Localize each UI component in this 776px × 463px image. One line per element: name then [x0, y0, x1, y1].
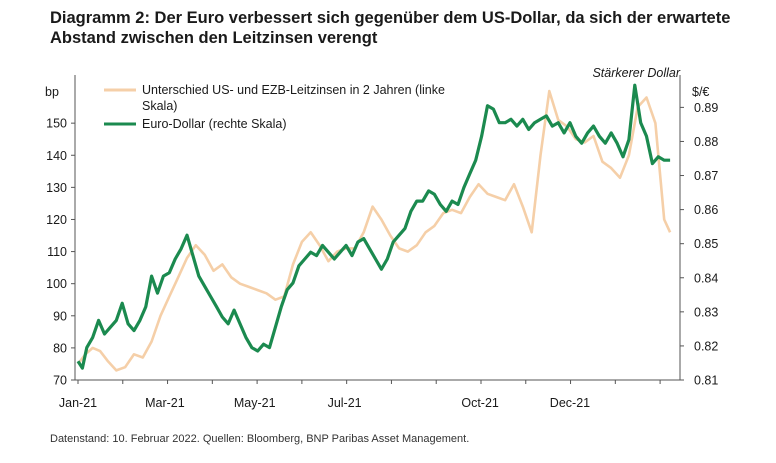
- left-tick-label: 150: [46, 117, 67, 131]
- annotation-staerkerer-dollar: Stärkerer Dollar: [592, 66, 680, 80]
- eurusd-line: [76, 83, 671, 370]
- x-tick-label: Jan-21: [59, 396, 97, 410]
- right-tick-label: 0.84: [694, 271, 718, 285]
- legend-label-rate-spread: Unterschied US- und EZB-Leitzinsen in 2 …: [142, 83, 445, 97]
- left-axis-unit-label: bp: [45, 85, 59, 99]
- left-tick-label: 80: [53, 341, 67, 355]
- x-tick-label: Jul-21: [328, 396, 362, 410]
- x-tick-label: Oct-21: [461, 396, 499, 410]
- left-tick-label: 120: [46, 213, 67, 227]
- right-tick-label: 0.85: [694, 237, 718, 251]
- right-tick-label: 0.89: [694, 101, 718, 115]
- left-tick-label: 90: [53, 309, 67, 323]
- x-tick-label: Dec-21: [550, 396, 590, 410]
- x-tick-label: Mar-21: [145, 396, 185, 410]
- legend-label-eurusd: Euro-Dollar (rechte Skala): [142, 117, 287, 131]
- right-axis-unit-label: $/€: [692, 85, 709, 99]
- right-tick-label: 0.81: [694, 374, 718, 388]
- right-tick-label: 0.86: [694, 203, 718, 217]
- legend-label-rate-spread-cont: Skala): [142, 99, 177, 113]
- source-footnote: Datenstand: 10. Februar 2022. Quellen: B…: [50, 433, 470, 445]
- left-tick-label: 140: [46, 149, 67, 163]
- right-tick-label: 0.88: [694, 135, 718, 149]
- left-tick-label: 130: [46, 181, 67, 195]
- rate-spread-line: [76, 89, 672, 372]
- left-tick-label: 70: [53, 374, 67, 388]
- left-tick-label: 110: [47, 245, 67, 259]
- right-tick-label: 0.83: [694, 305, 718, 319]
- chart-title: Diagramm 2: Der Euro verbessert sich geg…: [50, 9, 731, 47]
- right-tick-label: 0.82: [694, 339, 718, 353]
- right-tick-label: 0.87: [694, 169, 718, 183]
- x-tick-label: May-21: [234, 396, 276, 410]
- left-tick-label: 100: [46, 277, 67, 291]
